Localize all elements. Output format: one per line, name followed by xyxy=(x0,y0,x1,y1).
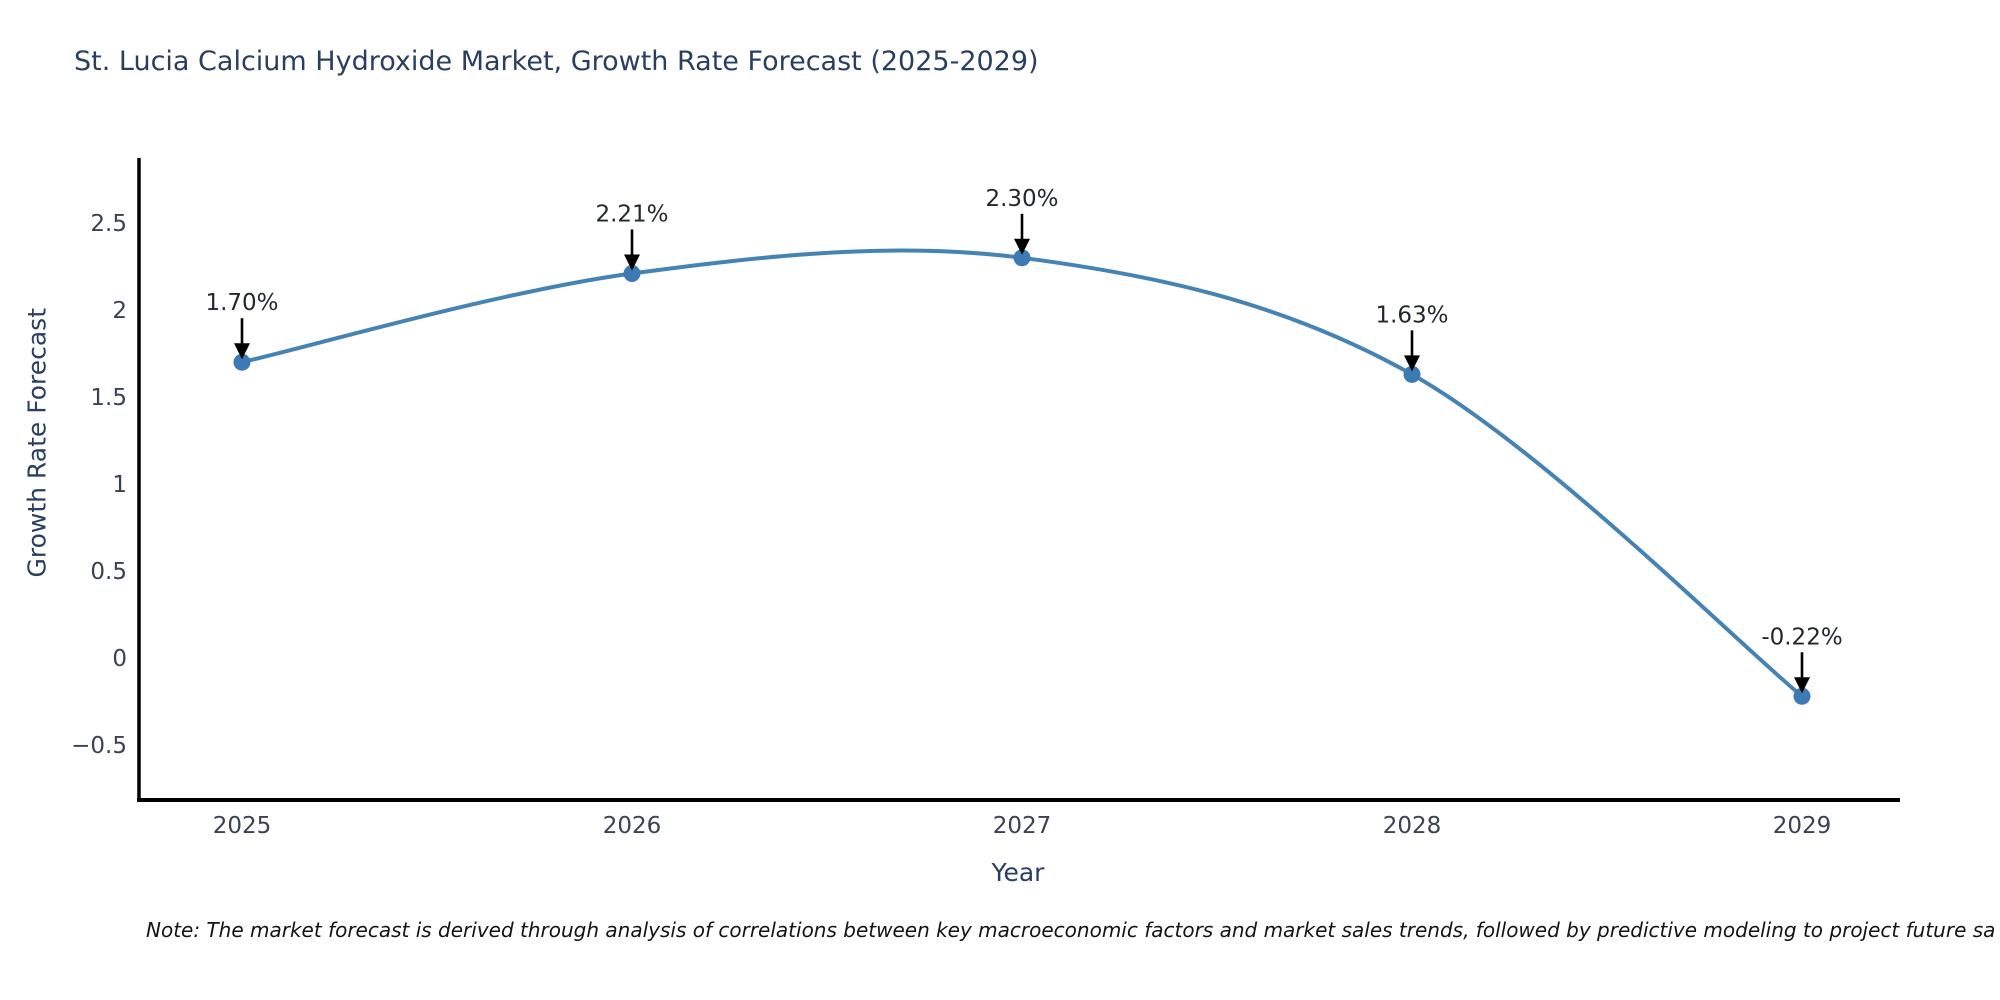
data-point-marker xyxy=(1403,365,1421,383)
y-tick-label: 2.5 xyxy=(90,211,127,237)
y-tick-label: 1 xyxy=(112,472,127,498)
point-annotation-label: -0.22% xyxy=(1761,624,1842,650)
series-line xyxy=(240,248,1804,699)
data-point-marker xyxy=(1793,687,1811,705)
x-axis-title: Year xyxy=(991,858,1045,887)
y-tick-label: 1.5 xyxy=(90,385,127,411)
y-tick-label: −0.5 xyxy=(71,733,127,759)
y-tick-label: 0 xyxy=(112,646,127,672)
point-annotation-label: 1.63% xyxy=(1375,302,1448,328)
y-tick-label: 0.5 xyxy=(90,559,127,585)
x-tick-label: 2028 xyxy=(1383,813,1442,839)
annotation-arrow-head xyxy=(624,254,640,271)
point-annotation-label: 2.30% xyxy=(985,186,1058,212)
data-point-marker xyxy=(623,264,641,282)
annotation-arrow-head xyxy=(1794,677,1810,694)
annotation-arrow-head xyxy=(1404,355,1420,372)
point-annotation-label: 2.21% xyxy=(595,201,668,227)
annotation-arrow-head xyxy=(234,343,250,360)
point-annotation-label: 1.70% xyxy=(205,290,278,316)
data-point-marker xyxy=(233,353,251,371)
data-point-marker xyxy=(1013,249,1031,267)
x-tick-label: 2026 xyxy=(603,813,662,839)
y-tick-label: 2 xyxy=(112,298,127,324)
chart-title: St. Lucia Calcium Hydroxide Market, Grow… xyxy=(74,46,1039,77)
x-tick-label: 2027 xyxy=(993,813,1052,839)
x-tick-label: 2029 xyxy=(1773,813,1832,839)
x-tick-label: 2025 xyxy=(213,813,272,839)
annotation-arrow-head xyxy=(1014,238,1030,255)
footnote: Note: The market forecast is derived thr… xyxy=(146,918,1996,942)
